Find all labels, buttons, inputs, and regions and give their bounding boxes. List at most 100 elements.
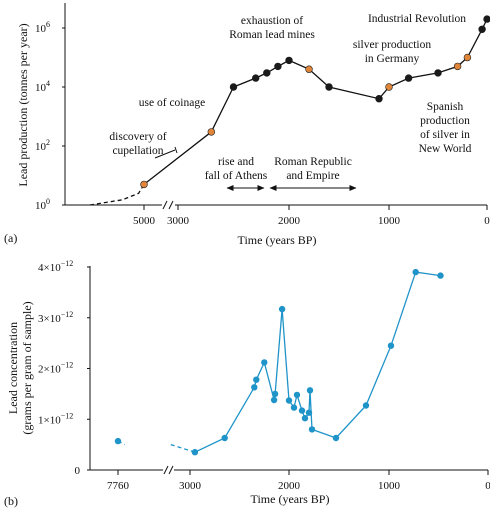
panel-a-data-point <box>404 74 413 82</box>
panel-a-highlight-point <box>453 62 462 71</box>
panel-b-x-tick-label: 3000 <box>179 480 202 492</box>
panel-b-y-tick-mantissa: 1×10 <box>38 414 61 426</box>
panel-b-data-point <box>261 359 268 366</box>
panel-a-data-point <box>285 56 293 65</box>
panel-b-y-tick-exp: −12 <box>61 361 74 370</box>
panel-b-data-point <box>253 376 260 383</box>
panel-a-data-point <box>252 74 260 82</box>
annotation-spanish-line1: Spanish <box>427 101 464 113</box>
panel-b-y-tick-label: 0 <box>75 465 81 477</box>
panel-a-dashed-line <box>89 184 145 206</box>
panel-b-axis-break <box>163 465 174 475</box>
panel-b-data-point <box>271 390 279 398</box>
annotation-coinage-line1: use of coinage <box>139 97 205 109</box>
panel-b-points <box>114 268 444 456</box>
panel-b-data-point <box>278 305 286 313</box>
annotation-germany-line2: in Germany <box>365 53 420 65</box>
panel-b-y-tick-label: 4×10−12 <box>38 259 73 274</box>
panel-a-y-tick-label: 102 <box>35 138 50 153</box>
panel-a-data-point <box>274 62 282 71</box>
panel-b-x-ticks: 7760 3000 2000 1000 0 <box>107 470 490 492</box>
panel-b-data-point <box>251 384 258 391</box>
panel-b-line <box>194 271 441 453</box>
panel-b-data-point <box>221 434 228 442</box>
panel-b-y-label-line1: Lead concentration <box>6 322 20 414</box>
annotation-spanish-line3: of silver in <box>420 129 470 141</box>
panel-a-y-tick-base: 10 <box>35 23 47 35</box>
panel-b-data-point <box>293 391 301 399</box>
annotation-roman-mines-line1: exhaustion of <box>241 15 303 27</box>
panel-a-y-tick-label: 106 <box>35 20 50 35</box>
panel-b-data-point <box>191 449 199 456</box>
panel-b-label: (b) <box>4 494 18 508</box>
panel-b-x-tick-label: 1000 <box>378 480 401 492</box>
panel-a-data-point <box>478 25 486 33</box>
annotation-spanish: Spanish production of silver in New Worl… <box>419 101 472 155</box>
panel-b-y-tick-exp: −12 <box>61 259 74 268</box>
panel-b-y-tick-exp: −12 <box>61 411 74 420</box>
panel-a-x-label: Time (years BP) <box>238 233 317 247</box>
cupellation-leader-tick <box>174 146 178 154</box>
panel-b-y-tick-mantissa: 4×10 <box>38 262 61 274</box>
panel-b-x-tick-label: 0 <box>485 480 490 492</box>
annotation-coinage: use of coinage <box>139 97 205 109</box>
annotation-roman-mines: exhaustion of Roman lead mines <box>229 15 315 41</box>
panel-b-y-ticks: 01×10−122×10−123×10−124×10−12 <box>38 259 90 477</box>
annotation-germany-line1: silver production <box>353 39 431 51</box>
panel-b-x-tick-label: 7760 <box>107 480 130 492</box>
panel-b-data-point <box>387 342 395 349</box>
panel-a-y-label: Lead production (tonnes per year) <box>16 23 30 186</box>
annotation-cupellation-line1: discovery of <box>109 131 166 143</box>
panel-a-y-tick-label: 100 <box>35 197 50 212</box>
panel-a-x-tick-label: 2000 <box>278 215 301 227</box>
annotation-spanish-line2: production <box>420 115 470 127</box>
panel-b-data-point <box>332 434 340 442</box>
panel-b-dashed-line <box>170 443 196 453</box>
panel-a-data-point <box>263 69 271 77</box>
panel-a-y-tick-exp: 0 <box>46 197 50 206</box>
panel-a-x-tick-label: 3000 <box>167 215 190 227</box>
panel-b-data-point <box>308 426 316 433</box>
panel-b-x-tick-label: 2000 <box>278 480 301 492</box>
annotation-athens-line1: rise and <box>218 156 254 168</box>
panel-a-highlight-point <box>140 180 148 189</box>
annotation-cupellation: discovery of cupellation <box>109 131 166 157</box>
cupellation-leader-line <box>154 149 176 159</box>
annotation-spanish-line4: New World <box>419 143 472 155</box>
panel-b-y-tick-label: 2×10−12 <box>38 361 73 376</box>
panel-b-y-tick-label: 3×10−12 <box>38 310 73 325</box>
panel-a-x-tick-label: 5000 <box>133 215 156 227</box>
annotation-roman-republic-line1: Roman Republic <box>274 156 352 168</box>
panel-a-label: (a) <box>4 231 17 245</box>
panel-b-y-tick-exp: −12 <box>61 310 74 319</box>
annotation-cupellation-line2: cupellation <box>112 145 163 157</box>
panel-b-data-point <box>285 397 293 404</box>
annotation-industrial-revolution: Industrial Revolution <box>368 13 466 25</box>
panel-a-y-tick-label: 104 <box>35 79 50 94</box>
panel-a-points <box>140 15 490 189</box>
panel-b-data-point <box>437 272 444 279</box>
panel-a-y-tick-base: 10 <box>35 82 47 94</box>
panel-b-data-point <box>362 402 370 409</box>
panel-a-x-tick-label: 1000 <box>378 215 401 227</box>
panel-b-x-label: Time (years BP) <box>251 492 330 506</box>
panel-b-data-point <box>301 415 309 422</box>
panel-a-data-point <box>325 83 333 91</box>
panel-b-y-tick-mantissa: 2×10 <box>38 364 61 376</box>
panel-a-data-point <box>375 94 383 103</box>
panel-a-y-tick-exp: 4 <box>46 79 50 88</box>
panel-b-y-tick-mantissa: 3×10 <box>38 313 61 325</box>
annotation-roman-republic-line2: and Empire <box>286 170 339 182</box>
panel-b-data-point <box>412 268 419 276</box>
panel-b-y-label-line2: (grams per gram of sample) <box>20 301 34 434</box>
panel-b-data-point <box>306 387 314 394</box>
panel-b-data-point <box>298 407 306 414</box>
panel-b-series <box>117 271 441 453</box>
panel-a-x-ticks: 5000 3000 2000 1000 0 <box>133 205 490 227</box>
panel-a-data-point <box>434 69 442 77</box>
panel-a-data-point <box>229 83 238 91</box>
panel-a-axis-break <box>162 200 174 210</box>
